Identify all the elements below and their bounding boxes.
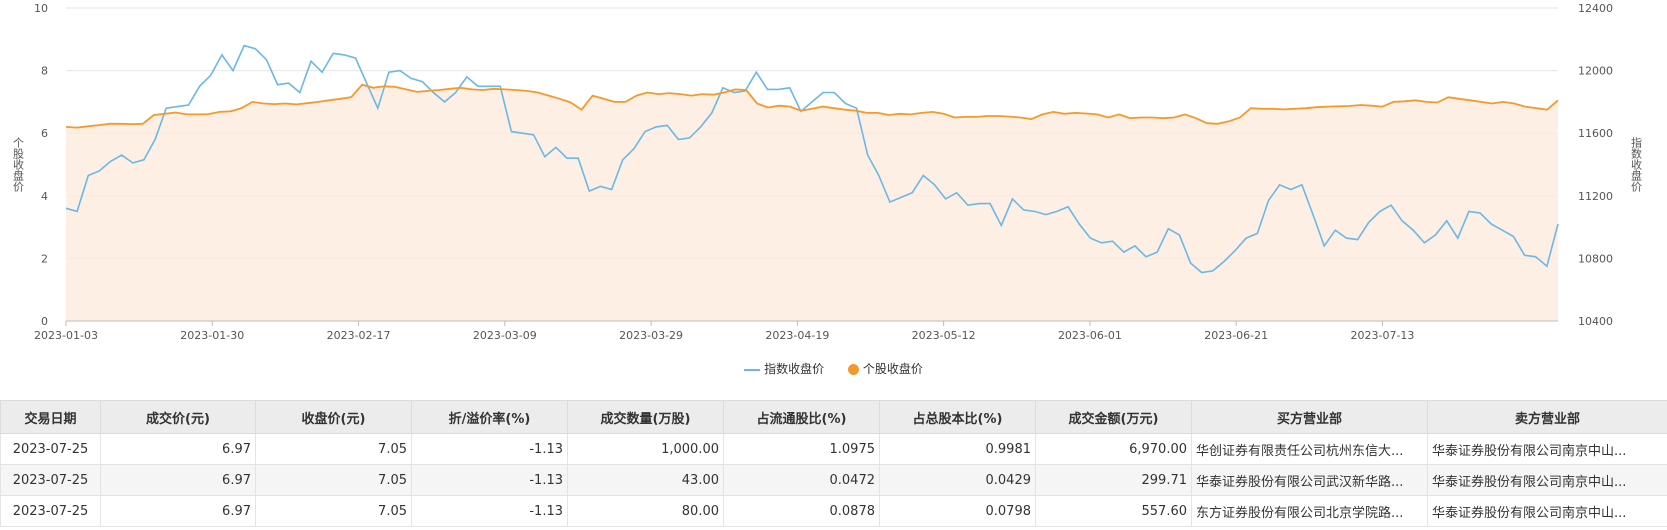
cell-total-ratio: 0.9981 xyxy=(879,433,1036,465)
left-tick-label: 2 xyxy=(41,252,48,265)
cell-amount: 6,970.00 xyxy=(1035,433,1192,465)
cell-close-price: 7.05 xyxy=(255,464,412,496)
col-volume[interactable]: 成交数量(万股) xyxy=(567,400,724,434)
chart-legend: 指数收盘价 个股收盘价 xyxy=(0,360,1667,377)
cell-seller: 华泰证券股份有限公司南京中山... xyxy=(1427,495,1667,527)
cell-close-price: 7.05 xyxy=(255,495,412,527)
chart-area: 0 2 4 6 8 10 10400 10800 11200 11600 12000 12400 个股收… xyxy=(0,2,1667,377)
left-tick-label: 4 xyxy=(41,190,48,203)
col-premium-rate[interactable]: 折/溢价率(%) xyxy=(411,400,568,434)
cell-float-ratio: 1.0975 xyxy=(723,433,880,465)
x-tick-label: 2023-02-17 xyxy=(327,329,391,342)
cell-premium-rate: -1.13 xyxy=(411,433,568,465)
x-tick-label: 2023-03-29 xyxy=(619,329,683,342)
right-tick-label: 12400 xyxy=(1578,2,1613,15)
x-tick-label: 2023-03-09 xyxy=(473,329,537,342)
right-tick-label: 10400 xyxy=(1578,315,1613,328)
stock-close-line xyxy=(65,83,1559,129)
right-tick-label: 10800 xyxy=(1578,252,1613,265)
price-chart: 0 2 4 6 8 10 10400 10800 11200 11600 12000 12400 个股收… xyxy=(12,2,1643,342)
col-total-ratio[interactable]: 占总股本比(%) xyxy=(879,400,1036,434)
col-seller[interactable]: 卖方营业部 xyxy=(1427,400,1667,434)
cell-deal-price: 6.97 xyxy=(100,464,256,496)
x-tick-label: 2023-01-30 xyxy=(180,329,244,342)
cell-seller: 华泰证券股份有限公司南京中山... xyxy=(1427,433,1667,465)
cell-float-ratio: 0.0878 xyxy=(723,495,880,527)
block-trade-table: 交易日期 成交价(元) 收盘价(元) 折/溢价率(%) 成交数量(万股) 占流通… xyxy=(0,400,1667,527)
cell-total-ratio: 0.0798 xyxy=(879,495,1036,527)
cell-trade-date: 2023-07-25 xyxy=(0,433,101,465)
cell-volume: 1,000.00 xyxy=(567,433,724,465)
cell-seller: 华泰证券股份有限公司南京中山... xyxy=(1427,464,1667,496)
left-tick-label: 10 xyxy=(34,2,48,15)
cell-close-price: 7.05 xyxy=(255,433,412,465)
legend-line-icon xyxy=(744,368,761,371)
cell-volume: 80.00 xyxy=(567,495,724,527)
left-tick-label: 0 xyxy=(41,315,48,328)
cell-buyer: 华创证券有限责任公司杭州东信大... xyxy=(1191,433,1428,465)
cell-deal-price: 6.97 xyxy=(100,433,256,465)
x-tick-label: 2023-06-01 xyxy=(1058,329,1122,342)
left-tick-label: 8 xyxy=(41,65,48,78)
right-tick-label: 11200 xyxy=(1578,190,1613,203)
right-tick-label: 11600 xyxy=(1578,127,1613,140)
col-close-price[interactable]: 收盘价(元) xyxy=(255,400,412,434)
cell-total-ratio: 0.0429 xyxy=(879,464,1036,496)
table-row: 2023-07-25 6.97 7.05 -1.13 80.00 0.0878 … xyxy=(0,495,1667,527)
table-header-row: 交易日期 成交价(元) 收盘价(元) 折/溢价率(%) 成交数量(万股) 占流通… xyxy=(0,400,1667,434)
col-trade-date[interactable]: 交易日期 xyxy=(0,400,101,434)
col-amount[interactable]: 成交金额(万元) xyxy=(1035,400,1192,434)
right-axis-title: 指数收盘价 xyxy=(1630,136,1643,192)
left-axis-title: 个股收盘价 xyxy=(12,137,25,192)
table-row: 2023-07-25 6.97 7.05 -1.13 1,000.00 1.09… xyxy=(0,433,1667,465)
left-tick-label: 6 xyxy=(41,127,48,140)
x-tick-label: 2023-06-21 xyxy=(1204,329,1268,342)
index-close-line xyxy=(65,44,1559,274)
x-tick-label: 2023-04-19 xyxy=(765,329,829,342)
cell-amount: 299.71 xyxy=(1035,464,1192,496)
col-buyer[interactable]: 买方营业部 xyxy=(1191,400,1428,434)
cell-trade-date: 2023-07-25 xyxy=(0,464,101,496)
cell-deal-price: 6.97 xyxy=(100,495,256,527)
x-tick-label: 2023-05-12 xyxy=(912,329,976,342)
cell-amount: 557.60 xyxy=(1035,495,1192,527)
table-row: 2023-07-25 6.97 7.05 -1.13 43.00 0.0472 … xyxy=(0,464,1667,496)
cell-buyer: 华泰证券股份有限公司武汉新华路... xyxy=(1191,464,1428,496)
cell-premium-rate: -1.13 xyxy=(411,464,568,496)
cell-float-ratio: 0.0472 xyxy=(723,464,880,496)
x-tick-label: 2023-07-13 xyxy=(1351,329,1415,342)
cell-premium-rate: -1.13 xyxy=(411,495,568,527)
col-deal-price[interactable]: 成交价(元) xyxy=(100,400,256,434)
stock-area-fill xyxy=(66,84,1558,321)
cell-trade-date: 2023-07-25 xyxy=(0,495,101,527)
cell-volume: 43.00 xyxy=(567,464,724,496)
cell-buyer: 东方证券股份有限公司北京学院路... xyxy=(1191,495,1428,527)
legend-dot-icon xyxy=(847,364,859,375)
legend-item-index[interactable]: 指数收盘价 xyxy=(744,360,824,377)
right-tick-label: 12000 xyxy=(1578,65,1613,78)
legend-item-stock[interactable]: 个股收盘价 xyxy=(847,360,923,377)
x-tick-label: 2023-01-03 xyxy=(34,329,98,342)
col-float-ratio[interactable]: 占流通股比(%) xyxy=(723,400,880,434)
